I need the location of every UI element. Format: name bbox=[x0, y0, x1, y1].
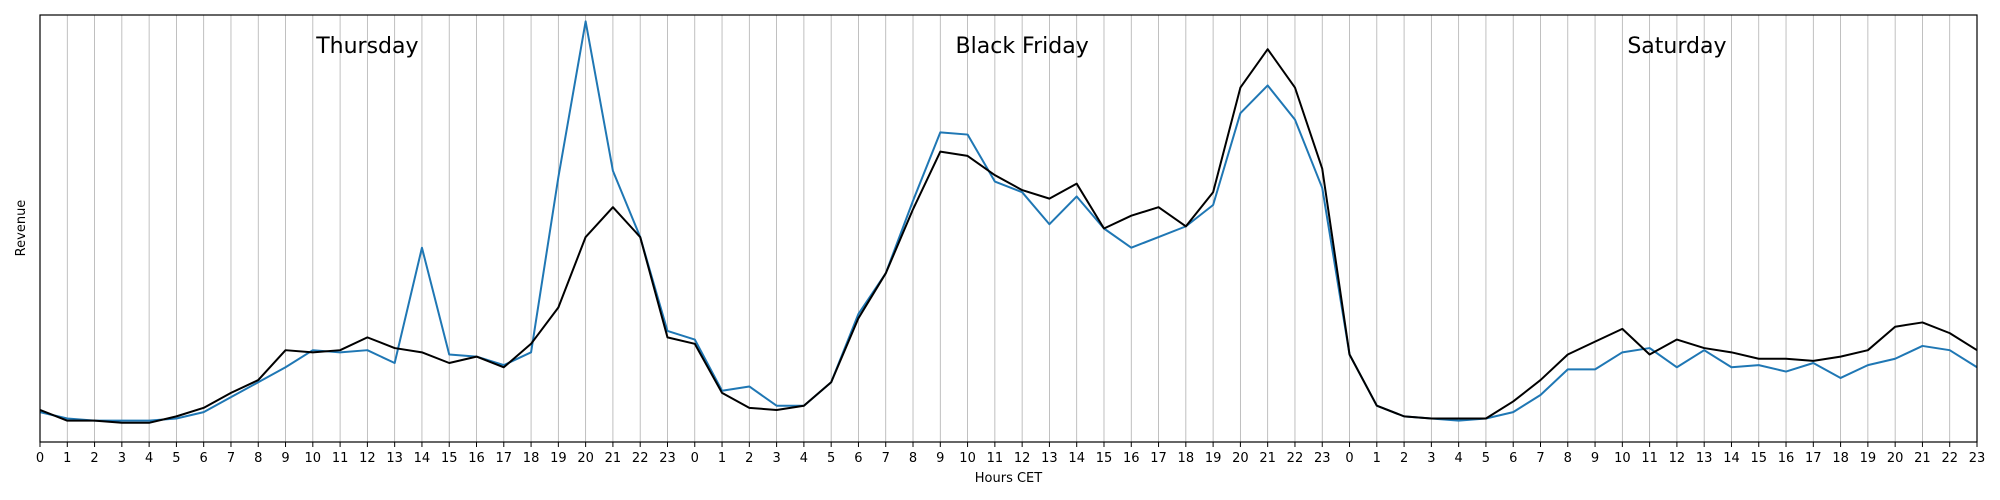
x-tick-label: 12 bbox=[359, 451, 376, 466]
x-tick-label: 13 bbox=[1041, 451, 1058, 466]
x-tick-label: 19 bbox=[1860, 451, 1877, 466]
x-tick-label: 5 bbox=[827, 451, 835, 466]
x-tick-label: 23 bbox=[1969, 451, 1986, 466]
x-tick-label: 22 bbox=[1941, 451, 1958, 466]
x-tick-label: 12 bbox=[1669, 451, 1686, 466]
x-tick-label: 3 bbox=[1427, 451, 1435, 466]
x-tick-label: 10 bbox=[959, 451, 976, 466]
x-tick-label: 18 bbox=[523, 451, 540, 466]
x-tick-label: 17 bbox=[1150, 451, 1167, 466]
x-tick-label: 0 bbox=[1345, 451, 1353, 466]
gridlines bbox=[39, 15, 1978, 442]
x-tick-label: 8 bbox=[909, 451, 917, 466]
day-label: Saturday bbox=[1627, 34, 1726, 59]
x-tick-label: 5 bbox=[172, 451, 180, 466]
x-axis-label: Hours CET bbox=[975, 471, 1043, 486]
x-tick-label: 18 bbox=[1178, 451, 1195, 466]
x-tick-label: 6 bbox=[200, 451, 208, 466]
y-axis-label: Revenue bbox=[14, 200, 29, 257]
series-layer bbox=[39, 20, 1978, 424]
x-tick-label: 20 bbox=[1887, 451, 1904, 466]
x-tick-label: 2 bbox=[745, 451, 753, 466]
x-tick-label: 18 bbox=[1832, 451, 1849, 466]
x-tick-label: 17 bbox=[496, 451, 513, 466]
x-tick-label: 6 bbox=[1509, 451, 1517, 466]
x-tick-label: 9 bbox=[1591, 451, 1599, 466]
x-tick-label: 11 bbox=[1641, 451, 1658, 466]
x-tick-label: 14 bbox=[1068, 451, 1085, 466]
x-tick-label: 8 bbox=[1564, 451, 1572, 466]
x-tick-label: 15 bbox=[1096, 451, 1113, 466]
x-tick-label: 1 bbox=[63, 451, 71, 466]
x-tick-label: 4 bbox=[145, 451, 153, 466]
x-tick-label: 11 bbox=[987, 451, 1004, 466]
x-tick-label: 13 bbox=[1696, 451, 1713, 466]
x-tick-label: 12 bbox=[1014, 451, 1031, 466]
day-annotations: Thursday Black Friday Saturday bbox=[315, 34, 1726, 59]
x-tick-label: 19 bbox=[550, 451, 567, 466]
x-tick-label: 9 bbox=[936, 451, 944, 466]
day-label: Thursday bbox=[315, 34, 418, 59]
x-tick-label: 21 bbox=[1914, 451, 1931, 466]
x-tick-label: 5 bbox=[1482, 451, 1490, 466]
x-tick-label: 10 bbox=[1614, 451, 1631, 466]
series-line-1 bbox=[39, 20, 1978, 422]
x-tick-label: 7 bbox=[882, 451, 890, 466]
x-tick-label: 22 bbox=[1287, 451, 1304, 466]
series-line-2 bbox=[39, 48, 1978, 424]
x-tick-label: 21 bbox=[605, 451, 622, 466]
x-tick-label: 16 bbox=[1123, 451, 1140, 466]
x-tick-label: 17 bbox=[1805, 451, 1822, 466]
x-tick-label: 1 bbox=[718, 451, 726, 466]
x-tick-label: 10 bbox=[305, 451, 322, 466]
x-tick-label: 23 bbox=[659, 451, 676, 466]
x-tick-label: 2 bbox=[1400, 451, 1408, 466]
x-tick-label: 7 bbox=[1536, 451, 1544, 466]
x-ticks: 0 1 2 3 4 5 6 7 8 9 10 11 12 13 14 15 16 17 18 19 20 21 22 23 0 1… bbox=[36, 442, 1985, 466]
x-tick-label: 21 bbox=[1259, 451, 1276, 466]
x-tick-label: 16 bbox=[468, 451, 485, 466]
x-tick-label: 16 bbox=[1778, 451, 1795, 466]
x-tick-label: 1 bbox=[1373, 451, 1381, 466]
x-tick-label: 11 bbox=[332, 451, 349, 466]
x-tick-label: 14 bbox=[414, 451, 431, 466]
x-tick-label: 13 bbox=[386, 451, 403, 466]
x-tick-label: 3 bbox=[772, 451, 780, 466]
x-tick-label: 0 bbox=[691, 451, 699, 466]
x-tick-label: 20 bbox=[577, 451, 594, 466]
x-tick-label: 3 bbox=[118, 451, 126, 466]
x-tick-label: 8 bbox=[254, 451, 262, 466]
x-tick-label: 0 bbox=[36, 451, 44, 466]
x-tick-label: 19 bbox=[1205, 451, 1222, 466]
x-tick-label: 7 bbox=[227, 451, 235, 466]
x-tick-label: 6 bbox=[854, 451, 862, 466]
x-tick-label: 4 bbox=[1455, 451, 1463, 466]
x-tick-label: 22 bbox=[632, 451, 649, 466]
x-tick-label: 23 bbox=[1314, 451, 1331, 466]
x-tick-label: 14 bbox=[1723, 451, 1740, 466]
x-tick-label: 20 bbox=[1232, 451, 1249, 466]
x-tick-label: 15 bbox=[441, 451, 458, 466]
x-tick-label: 4 bbox=[800, 451, 808, 466]
x-tick-label: 9 bbox=[281, 451, 289, 466]
x-tick-label: 2 bbox=[90, 451, 98, 466]
plot-frame bbox=[39, 14, 1978, 443]
x-tick-label: 15 bbox=[1750, 451, 1767, 466]
day-label: Black Friday bbox=[956, 34, 1089, 59]
